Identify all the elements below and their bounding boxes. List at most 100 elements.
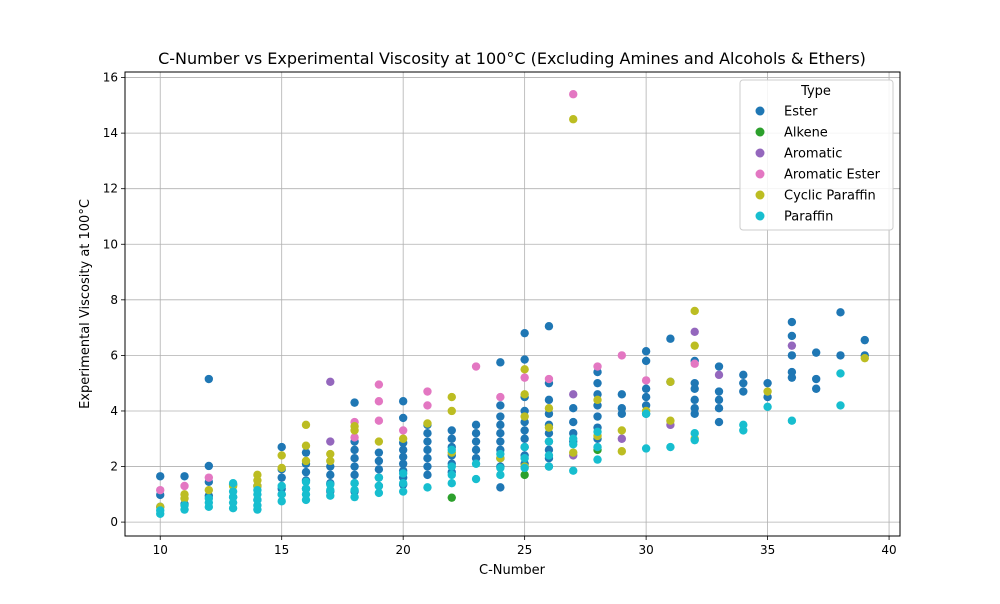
ester-point xyxy=(398,413,408,423)
ester-point xyxy=(520,434,529,443)
paraffin-point xyxy=(398,469,408,478)
paraffin-point xyxy=(447,470,456,480)
cyclic-paraffin-point xyxy=(398,434,408,443)
ester-point xyxy=(447,434,456,443)
paraffin-point xyxy=(520,454,529,463)
aromatic-ester-point xyxy=(641,376,651,385)
aromatic-point xyxy=(690,327,699,336)
ester-point xyxy=(350,462,359,471)
paraffin-point xyxy=(374,488,384,498)
legend-marker-cyclic-paraffin xyxy=(755,190,765,200)
cyclic-paraffin-point xyxy=(666,416,675,425)
ester-point xyxy=(301,467,311,477)
ester-point xyxy=(496,358,505,367)
y-tick-label: 4 xyxy=(110,404,118,418)
ester-point xyxy=(471,445,481,455)
cyclic-paraffin-point xyxy=(569,115,578,124)
y-tick-label: 2 xyxy=(110,460,118,474)
paraffin-point xyxy=(593,455,602,464)
ester-point xyxy=(180,472,189,481)
paraffin-point xyxy=(544,437,554,446)
paraffin-point xyxy=(447,462,456,471)
paraffin-point xyxy=(423,483,432,492)
aromatic-ester-point xyxy=(617,351,627,360)
chart-title: C-Number vs Experimental Viscosity at 10… xyxy=(158,49,866,68)
alkene-point xyxy=(447,493,456,502)
ester-point xyxy=(423,437,432,446)
ester-point xyxy=(739,387,748,396)
paraffin-point xyxy=(398,487,408,496)
ester-point xyxy=(496,483,505,492)
aromatic-point xyxy=(714,370,724,380)
paraffin-point xyxy=(666,442,675,452)
paraffin-point xyxy=(569,434,578,443)
aromatic-ester-point xyxy=(180,481,189,491)
cyclic-paraffin-point xyxy=(180,494,189,503)
paraffin-point xyxy=(471,474,481,484)
legend-marker-aromatic xyxy=(755,148,765,158)
paraffin-point xyxy=(228,479,238,488)
ester-point xyxy=(690,409,699,418)
ester-point xyxy=(714,387,724,396)
aromatic-point xyxy=(326,437,335,446)
ester-point xyxy=(471,420,481,430)
grid xyxy=(125,72,900,536)
paraffin-point xyxy=(447,445,456,455)
cyclic-paraffin-point xyxy=(690,306,699,316)
ester-point xyxy=(496,420,505,430)
x-tick-label: 25 xyxy=(517,543,532,557)
paraffin-point xyxy=(690,435,699,445)
cyclic-paraffin-point xyxy=(277,463,286,473)
y-tick-label: 16 xyxy=(103,71,118,85)
paraffin-point xyxy=(374,473,384,482)
paraffin-point xyxy=(253,485,262,495)
ester-point xyxy=(811,384,821,393)
cyclic-paraffin-point xyxy=(690,341,699,350)
ester-point xyxy=(374,456,384,466)
cyclic-paraffin-point xyxy=(301,456,311,466)
alkene-point xyxy=(520,470,529,480)
ester-point xyxy=(423,462,432,471)
y-tick-label: 14 xyxy=(103,126,118,140)
ester-point xyxy=(544,395,554,405)
ester-point xyxy=(641,347,651,356)
paraffin-point xyxy=(447,479,456,488)
ester-point xyxy=(423,445,432,455)
paraffin-point xyxy=(350,479,359,488)
cyclic-paraffin-point xyxy=(374,437,384,446)
cyclic-paraffin-point xyxy=(763,387,772,396)
paraffin-point xyxy=(301,484,311,493)
ester-point xyxy=(496,401,505,410)
cyclic-paraffin-point xyxy=(544,423,554,432)
paraffin-point xyxy=(593,442,602,452)
ester-point xyxy=(544,322,554,331)
paraffin-point xyxy=(496,470,505,480)
ester-point xyxy=(350,398,359,407)
legend-label-paraffin: Paraffin xyxy=(784,210,833,225)
ester-point xyxy=(617,409,627,418)
ester-point xyxy=(714,417,724,427)
ester-point xyxy=(836,351,845,360)
ester-point xyxy=(350,470,359,480)
paraffin-point xyxy=(277,490,286,499)
paraffin-point xyxy=(641,409,651,418)
cyclic-paraffin-point xyxy=(447,406,456,416)
cyclic-paraffin-point xyxy=(350,426,359,435)
paraffin-point xyxy=(787,416,797,425)
paraffin-point xyxy=(836,401,845,410)
legend-box xyxy=(739,79,894,231)
cyclic-paraffin-point xyxy=(423,419,432,428)
ester-point xyxy=(520,426,529,435)
paraffin-point xyxy=(739,420,748,430)
ester-point xyxy=(739,370,748,380)
paraffin-point xyxy=(350,485,359,495)
ester-point xyxy=(326,470,335,480)
legend-label-aromatic-ester: Aromatic Ester xyxy=(784,168,881,183)
paraffin-point xyxy=(180,501,189,510)
ester-point xyxy=(277,442,286,452)
ester-point xyxy=(520,328,529,338)
x-axis-label: C-Number xyxy=(479,563,546,578)
paraffin-point xyxy=(471,459,481,468)
ester-point xyxy=(836,308,845,317)
